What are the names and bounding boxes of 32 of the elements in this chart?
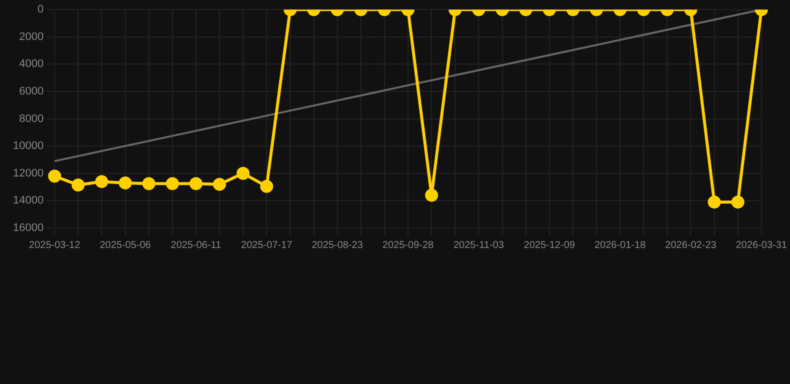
point [731,196,744,209]
point [425,188,438,202]
x-tick-label: 2026-03-31 [736,240,788,251]
point [213,178,226,191]
x-tick-label: 2026-02-23 [665,240,717,251]
y-tick-label: 14000 [12,194,44,207]
point [189,177,202,190]
x-tick-label: 2025-05-06 [100,240,152,251]
x-tick-label: 2025-12-09 [524,240,576,251]
x-tick-label: 2025-06-11 [170,240,222,251]
y-tick-label: 0 [37,4,44,16]
y-tick-label: 10000 [12,140,44,152]
y-tick-label: 8000 [19,112,44,125]
x-tick-label: 2025-03-12 [29,240,81,251]
y-tick-label: 6000 [19,86,44,98]
x-tick-label: 2025-11-03 [453,240,504,251]
point [260,180,274,193]
x-tick-label: 2025-07-17 [241,240,293,251]
point [72,178,85,192]
x-tick-label: 2026-01-18 [594,240,646,251]
y-tick-label: 12000 [12,167,44,180]
y-tick-label: 4000 [19,58,44,70]
x-tick-label: 2025-09-28 [382,240,434,251]
y-tick-label: 2000 [19,30,44,43]
point [142,177,156,190]
x-tick-label: 2025-08-23 [312,240,364,251]
point [236,166,250,180]
point [166,177,179,190]
point [708,196,721,209]
point [95,175,108,188]
y-tick-label: 16000 [12,222,44,234]
point [118,176,132,190]
